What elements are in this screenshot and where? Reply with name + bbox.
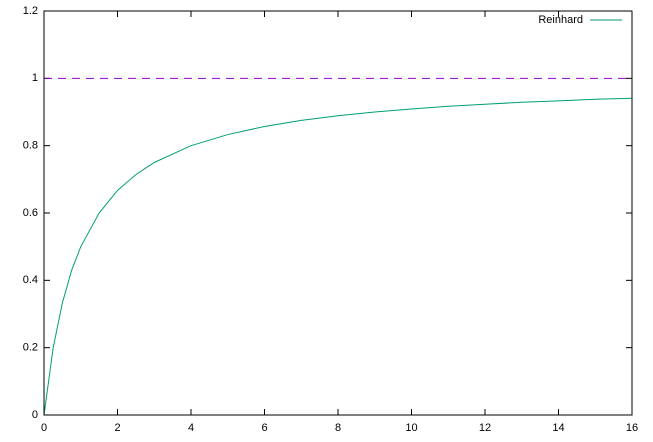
x-tick-label: 14 [552,422,564,434]
line-series [43,97,633,416]
y-tick-label: 0.4 [23,274,38,286]
y-tick-label: 0 [32,409,38,421]
y-tick-label: 0.6 [23,207,38,219]
y-tick-label: 1.2 [23,5,38,17]
x-tick-label: 4 [188,422,194,434]
legend-label: Reinhard [538,14,583,26]
y-tick-label: 1 [32,72,38,84]
x-tick-label: 2 [114,422,120,434]
plot-border [43,10,633,416]
y-tick-label: 0.8 [23,140,38,152]
x-tick-label: 12 [479,422,491,434]
x-tick-label: 0 [41,422,47,434]
x-tick-label: 10 [405,422,417,434]
y-tick-label: 0.2 [23,342,38,354]
x-tick-label: 16 [626,422,638,434]
x-tick-label: 8 [335,422,341,434]
x-tick-label: 6 [261,422,267,434]
